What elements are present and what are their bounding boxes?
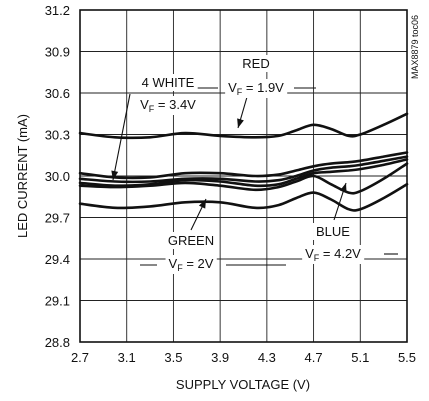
part-code-label: MAX8879 toc06 — [410, 15, 420, 79]
white-vf-subscript: F — [149, 104, 155, 114]
series-group — [78, 112, 409, 212]
red-vf-label: VF = 1.9V — [228, 80, 284, 97]
white-vf-label: VF = 3.4V — [140, 97, 196, 114]
y-tick-label: 30.3 — [45, 128, 70, 143]
green-label: GREEN — [168, 233, 214, 248]
blue-vf-subscript: F — [314, 253, 320, 263]
label-background — [225, 79, 288, 98]
green-vf-subscript: F — [177, 263, 183, 273]
series-line-2 — [78, 155, 409, 184]
x-tick-label: 2.7 — [71, 350, 89, 365]
x-tick-label: 3.5 — [164, 350, 182, 365]
y-tick-labels: 28.8 29.1 29.4 29.7 30.0 30.3 30.6 30.9 31.2 — [45, 3, 70, 350]
red-pointer-arrowhead — [237, 118, 244, 128]
y-tick-label: 28.8 — [45, 335, 70, 350]
label-background — [302, 245, 365, 264]
series-line-1 — [78, 151, 409, 180]
label-background — [137, 96, 200, 115]
label-background — [239, 55, 273, 72]
annotation-pointers — [111, 87, 398, 266]
x-tick-label: 5.5 — [398, 350, 416, 365]
white-pointer-line — [112, 93, 131, 181]
x-tick-label: 5.1 — [351, 350, 369, 365]
y-tick-label: 29.4 — [45, 252, 70, 267]
white-vf-symbol: V — [140, 97, 149, 112]
blue-vf-symbol: V — [305, 246, 314, 261]
y-tick-label: 29.7 — [45, 211, 70, 226]
blue-vf-value: = 4.2V — [319, 246, 361, 261]
label-background — [313, 223, 354, 240]
x-axis-label: SUPPLY VOLTAGE (V) — [176, 377, 310, 392]
label-background — [165, 255, 217, 274]
red-label: RED — [242, 56, 269, 71]
y-tick-label: 31.2 — [45, 3, 70, 18]
label-background — [164, 232, 218, 249]
white-label: 4 WHITE — [142, 75, 195, 90]
red-vf-subscript: F — [237, 87, 243, 97]
green-vf-symbol: V — [169, 256, 178, 271]
blue-pointer-arrowhead — [339, 183, 347, 193]
blue-label: BLUE — [316, 224, 350, 239]
y-tick-label: 29.1 — [45, 294, 70, 309]
blue-vf-label: VF = 4.2V — [305, 246, 361, 263]
y-tick-label: 30.9 — [45, 45, 70, 60]
series-line-5 — [78, 183, 409, 212]
x-tick-label: 4.3 — [258, 350, 276, 365]
green-pointer-arrowhead — [198, 199, 206, 209]
series-line-4 — [78, 162, 409, 195]
green-vf-label: VF = 2V — [169, 256, 214, 273]
y-tick-label: 30.6 — [45, 86, 70, 101]
x-tick-label: 4.7 — [305, 350, 323, 365]
series-line-0 — [78, 112, 409, 140]
white-vf-value: = 3.4V — [154, 97, 196, 112]
x-tick-label: 3.9 — [211, 350, 229, 365]
x-tick-label: 3.1 — [118, 350, 136, 365]
y-tick-label: 30.0 — [45, 169, 70, 184]
label-background — [138, 74, 198, 91]
white-pointer-arrowhead — [111, 170, 119, 180]
y-axis-label: LED CURRENT (mA) — [15, 114, 30, 238]
red-vf-value: = 1.9V — [242, 80, 284, 95]
plot-frame — [79, 9, 408, 343]
green-vf-value: = 2V — [183, 256, 214, 271]
series-line-3 — [78, 158, 409, 188]
x-tick-labels: 2.7 3.1 3.5 3.9 4.3 4.7 5.1 5.5 — [71, 350, 416, 365]
red-vf-symbol: V — [228, 80, 237, 95]
